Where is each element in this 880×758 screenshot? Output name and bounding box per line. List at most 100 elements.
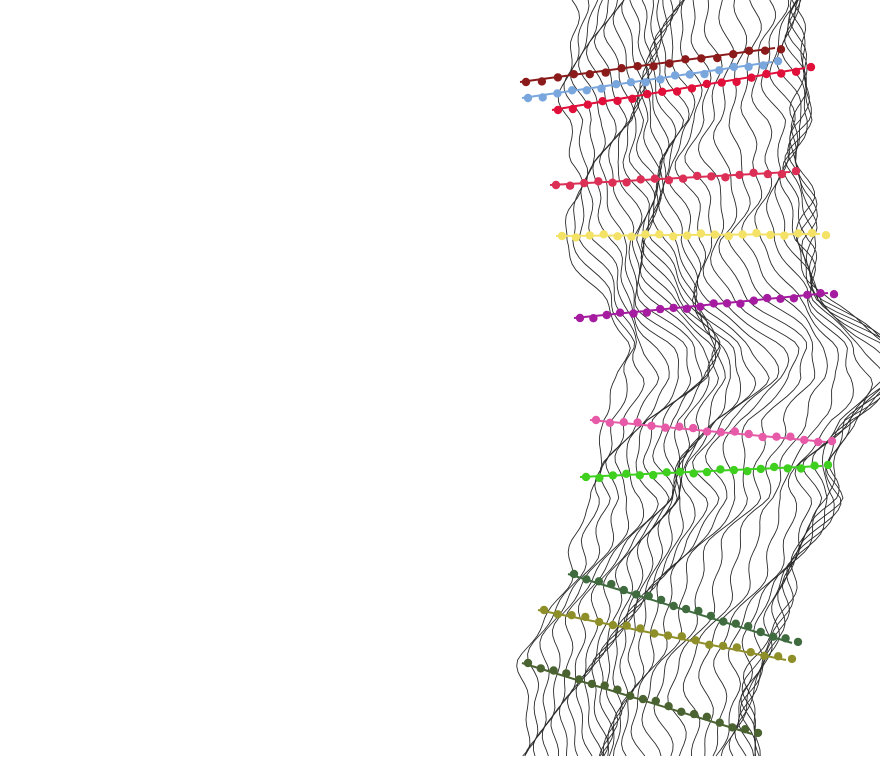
horizon-pick-point[interactable]	[808, 229, 816, 237]
horizon-pick-point[interactable]	[641, 78, 649, 86]
horizon-pick-point[interactable]	[707, 612, 715, 620]
horizon-pick-point[interactable]	[777, 69, 785, 77]
horizon-pick-point[interactable]	[703, 713, 711, 721]
horizon-pick-point[interactable]	[661, 424, 669, 432]
horizon-pick-point[interactable]	[627, 233, 635, 241]
horizon-pick-point[interactable]	[772, 433, 780, 441]
horizon-pick-point[interactable]	[730, 63, 738, 71]
horizon-pick-point[interactable]	[731, 427, 739, 435]
horizon-pick-point[interactable]	[669, 602, 677, 610]
horizon-pick-point[interactable]	[584, 101, 592, 109]
horizon-pick-point[interactable]	[716, 719, 724, 727]
horizon-pick-point[interactable]	[703, 427, 711, 435]
horizon-pick-point[interactable]	[716, 465, 724, 473]
horizon-pick-point[interactable]	[697, 229, 705, 237]
horizon-pick-point[interactable]	[603, 311, 611, 319]
horizon-pick-point[interactable]	[658, 88, 666, 96]
horizon-pick-point[interactable]	[719, 617, 727, 625]
horizon-pick-point[interactable]	[763, 294, 771, 302]
horizon-pick-point[interactable]	[814, 438, 822, 446]
horizon-pick-point[interactable]	[736, 300, 744, 308]
horizon-pick-point[interactable]	[745, 430, 753, 438]
horizon-pick-point[interactable]	[733, 643, 741, 651]
horizon-pick-point[interactable]	[645, 592, 653, 600]
horizon-pick-point[interactable]	[679, 175, 687, 183]
horizon-pick-point[interactable]	[649, 471, 657, 479]
horizon-pick-point[interactable]	[582, 473, 590, 481]
horizon-pick-point[interactable]	[643, 90, 651, 98]
horizon-pick-point[interactable]	[598, 97, 606, 105]
horizon-pick-point[interactable]	[761, 47, 769, 55]
horizon-pick-point[interactable]	[664, 631, 672, 639]
horizon-pick-point[interactable]	[744, 622, 752, 630]
horizon-pick-point[interactable]	[707, 172, 715, 180]
horizon-pick-point[interactable]	[620, 418, 628, 426]
horizon-pick-point[interactable]	[537, 664, 545, 672]
horizon-pick-point[interactable]	[636, 624, 644, 632]
horizon-pick-point[interactable]	[681, 55, 689, 63]
horizon-pick-point[interactable]	[623, 621, 631, 629]
horizon-pick-point[interactable]	[538, 77, 546, 85]
horizon-pick-point[interactable]	[774, 652, 782, 660]
horizon-pick-point[interactable]	[750, 297, 758, 305]
horizon-pick-point[interactable]	[586, 231, 594, 239]
horizon-pick-point[interactable]	[647, 422, 655, 430]
horizon-pick-point[interactable]	[595, 577, 603, 585]
horizon-pick-point[interactable]	[554, 106, 562, 114]
horizon-pick-point[interactable]	[620, 586, 628, 594]
horizon-pick-point[interactable]	[732, 620, 740, 628]
horizon-pick-point[interactable]	[608, 179, 616, 187]
horizon-pick-point[interactable]	[549, 666, 557, 674]
horizon-pick-point[interactable]	[741, 725, 749, 733]
horizon-pick-point[interactable]	[595, 474, 603, 482]
horizon-pick-point[interactable]	[683, 305, 691, 313]
horizon-pick-point[interactable]	[671, 71, 679, 79]
horizon-pick-point[interactable]	[665, 59, 673, 67]
horizon-pick-point[interactable]	[824, 461, 832, 469]
horizon-pick-point[interactable]	[689, 469, 697, 477]
horizon-pick-point[interactable]	[586, 70, 594, 78]
horizon-pick-point[interactable]	[705, 641, 713, 649]
horizon-pick-point[interactable]	[582, 575, 590, 583]
horizon-pick-point[interactable]	[652, 697, 660, 705]
horizon-pick-point[interactable]	[554, 610, 562, 618]
horizon-pick-point[interactable]	[715, 66, 723, 74]
horizon-pick-point[interactable]	[797, 464, 805, 472]
horizon-pick-point[interactable]	[794, 229, 802, 237]
horizon-pick-point[interactable]	[703, 80, 711, 88]
horizon-pick-point[interactable]	[524, 94, 532, 102]
horizon-pick-point[interactable]	[690, 710, 698, 718]
horizon-pick-point[interactable]	[669, 232, 677, 240]
horizon-pick-point[interactable]	[747, 648, 755, 656]
horizon-pick-point[interactable]	[636, 471, 644, 479]
horizon-pick-point[interactable]	[678, 632, 686, 640]
horizon-pick-point[interactable]	[725, 232, 733, 240]
horizon-pick-point[interactable]	[655, 230, 663, 238]
horizon-pick-point[interactable]	[694, 607, 702, 615]
horizon-pick-point[interactable]	[738, 230, 746, 238]
horizon-pick-point[interactable]	[776, 295, 784, 303]
horizon-pick-point[interactable]	[677, 708, 685, 716]
horizon-pick-point[interactable]	[781, 634, 789, 642]
horizon-pick-point[interactable]	[656, 75, 664, 83]
horizon-pick-point[interactable]	[777, 45, 785, 53]
horizon-pick-point[interactable]	[759, 61, 767, 69]
horizon-pick-point[interactable]	[669, 304, 677, 312]
horizon-pick-point[interactable]	[696, 303, 704, 311]
horizon-pick-point[interactable]	[629, 309, 637, 317]
horizon-pick-point[interactable]	[628, 95, 636, 103]
horizon-pick-point[interactable]	[595, 618, 603, 626]
horizon-pick-point[interactable]	[626, 692, 634, 700]
horizon-pick-point[interactable]	[828, 437, 836, 445]
horizon-pick-point[interactable]	[540, 606, 548, 614]
horizon-pick-point[interactable]	[594, 177, 602, 185]
horizon-pick-point[interactable]	[597, 84, 605, 92]
horizon-pick-point[interactable]	[622, 470, 630, 478]
horizon-pick-point[interactable]	[570, 70, 578, 78]
horizon-pick-point[interactable]	[602, 68, 610, 76]
horizon-pick-point[interactable]	[718, 78, 726, 86]
horizon-pick-point[interactable]	[650, 629, 658, 637]
horizon-pick-point[interactable]	[717, 428, 725, 436]
horizon-pick-point[interactable]	[732, 78, 740, 86]
horizon-pick-point[interactable]	[784, 464, 792, 472]
